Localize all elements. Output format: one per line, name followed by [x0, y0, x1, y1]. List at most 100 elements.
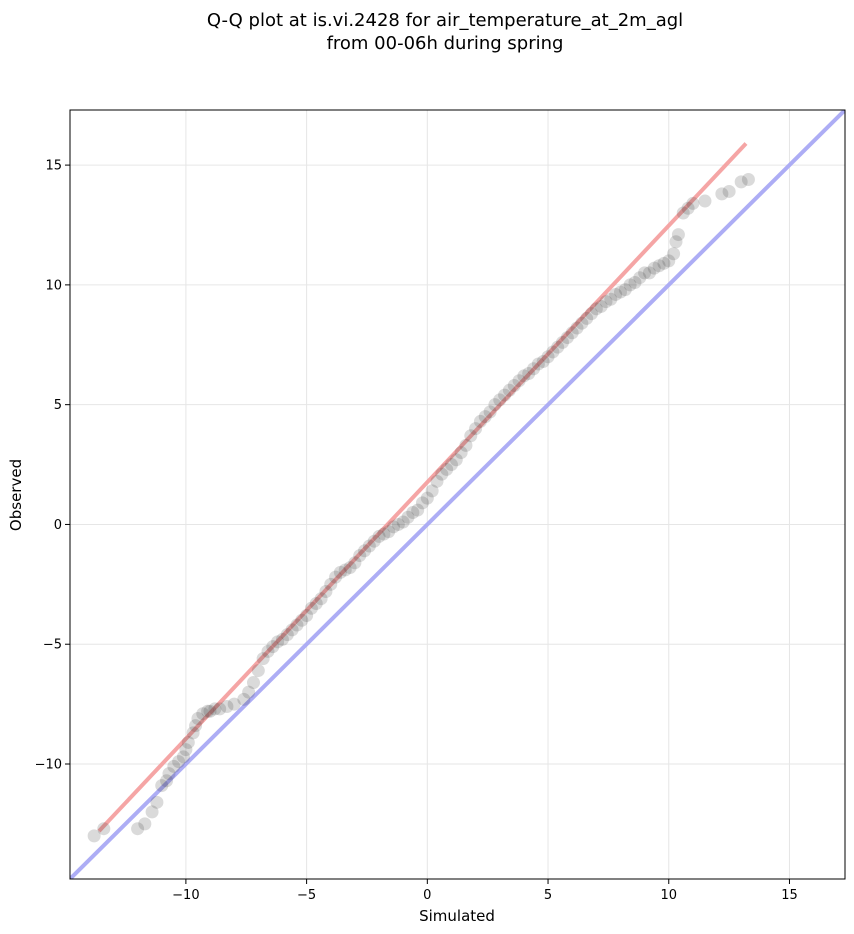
- scatter-point-59: [406, 505, 420, 519]
- scatter-point-39: [309, 597, 323, 611]
- scatter-point-90: [556, 335, 570, 349]
- scatter-point-76: [488, 398, 502, 412]
- scatter-point-17: [196, 707, 210, 721]
- scatter-point-108: [642, 266, 656, 280]
- scatter-point-47: [348, 556, 362, 570]
- scatter-point-71: [464, 429, 478, 443]
- scatter-point-7: [160, 774, 174, 788]
- scatter-point-91: [560, 331, 574, 345]
- scatter-point-16: [191, 711, 205, 725]
- scatter-point-3: [138, 817, 152, 831]
- scatter-point-103: [618, 283, 632, 297]
- scatter-point-9: [167, 759, 181, 773]
- scatter-point-105: [628, 275, 642, 289]
- x-tick-label-2: 0: [423, 888, 431, 903]
- scatter-point-107: [638, 266, 652, 280]
- scatter-point-36: [295, 613, 309, 627]
- chart-title: Q-Q plot at is.vi.2428 for air_temperatu…: [207, 10, 683, 31]
- grid-lines: [70, 110, 845, 879]
- scatter-point-32: [275, 632, 289, 646]
- scatter-point-37: [300, 608, 314, 622]
- scatter-point-88: [546, 345, 560, 359]
- scatter-point-23: [227, 697, 241, 711]
- scatter-point-33: [280, 628, 294, 642]
- scatter-point-58: [401, 510, 415, 524]
- scatter-point-82: [517, 369, 531, 383]
- scatter-point-116: [676, 206, 690, 220]
- scatter-point-85: [531, 357, 545, 371]
- scatter-point-118: [686, 196, 700, 210]
- scatter-point-55: [387, 520, 401, 534]
- scatter-point-10: [172, 755, 186, 769]
- scatter-point-27: [251, 664, 265, 678]
- scatter-point-92: [565, 326, 579, 340]
- scatter-point-67: [444, 458, 458, 472]
- scatter-point-12: [179, 743, 193, 757]
- reference-lines: [70, 110, 845, 879]
- x-tick-label-3: 5: [544, 888, 552, 903]
- scatter-point-24: [237, 692, 251, 706]
- scatter-point-83: [522, 367, 536, 381]
- scatter-point-70: [459, 438, 473, 452]
- scatter-point-101: [609, 287, 623, 301]
- scatter-point-49: [358, 544, 372, 558]
- scatter-point-80: [507, 378, 521, 392]
- scatter-point-34: [285, 623, 299, 637]
- scatter-point-93: [570, 321, 584, 335]
- scatter-point-11: [176, 750, 190, 764]
- scatter-point-20: [208, 702, 222, 716]
- scatter-point-69: [454, 446, 468, 460]
- scatter-point-8: [162, 767, 176, 781]
- x-axis-label: Simulated: [419, 907, 495, 925]
- scatter-point-66: [440, 462, 454, 476]
- scatter-point-79: [502, 383, 516, 397]
- scatter-point-87: [541, 350, 555, 364]
- y-tick-label-3: 5: [54, 398, 62, 413]
- scatter-point-42: [324, 577, 338, 591]
- x-tick-label-1: −5: [297, 888, 316, 903]
- scatter-point-50: [362, 539, 376, 553]
- scatter-point-84: [527, 362, 541, 376]
- scatter-point-112: [662, 254, 676, 268]
- scatter-point-122: [734, 175, 748, 189]
- x-tick-label-0: −10: [172, 888, 199, 903]
- scatter-point-113: [667, 247, 681, 261]
- scatter-point-110: [652, 259, 666, 273]
- scatter-point-2: [131, 822, 145, 836]
- scatter-point-97: [589, 302, 603, 316]
- scatter-point-51: [367, 534, 381, 548]
- scatter-point-30: [266, 640, 280, 654]
- scatter-point-29: [261, 644, 275, 658]
- scatter-point-75: [483, 405, 497, 419]
- scatter-point-74: [478, 410, 492, 424]
- scatter-point-48: [353, 549, 367, 563]
- fit-line: [97, 142, 748, 833]
- scatter-point-52: [372, 529, 386, 543]
- axis-ticks: −10 −5 0 5 10 15 −10 −5 0 5 10 15: [35, 159, 798, 903]
- y-tick-label-2: 0: [54, 518, 62, 533]
- scatter-point-13: [181, 735, 195, 749]
- scatter-point-68: [449, 453, 463, 467]
- scatter-point-35: [290, 618, 304, 632]
- scatter-point-0: [87, 829, 101, 843]
- scatter-point-18: [201, 704, 215, 718]
- scatter-point-73: [473, 414, 487, 428]
- y-tick-label-0: −10: [35, 758, 62, 773]
- scatter-point-22: [220, 700, 234, 714]
- scatter-point-14: [186, 726, 200, 740]
- scatter-point-100: [604, 292, 618, 306]
- y-tick-label-5: 15: [45, 159, 62, 174]
- scatter-point-60: [411, 503, 425, 517]
- x-tick-label-4: 10: [660, 888, 677, 903]
- scatter-point-95: [580, 311, 594, 325]
- scatter-point-26: [246, 676, 260, 690]
- scatter-point-40: [314, 592, 328, 606]
- scatter-point-28: [256, 652, 270, 666]
- scatter-point-120: [715, 187, 729, 201]
- scatter-point-41: [319, 585, 333, 599]
- y-tick-label-1: −5: [43, 638, 62, 653]
- scatter-point-1: [97, 822, 111, 836]
- scatter-point-121: [722, 184, 736, 198]
- scatter-point-96: [584, 307, 598, 321]
